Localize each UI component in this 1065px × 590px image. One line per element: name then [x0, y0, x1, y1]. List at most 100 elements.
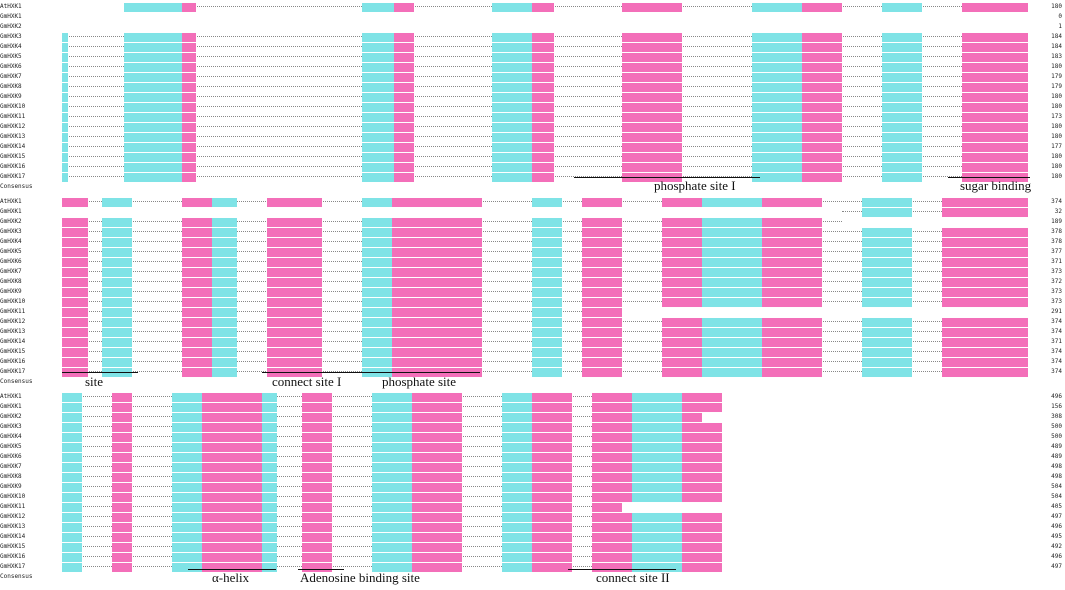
identical-residue-block	[302, 413, 332, 422]
sequence-end-position: 179	[1051, 73, 1062, 80]
annotation-underline	[298, 569, 344, 570]
identical-residue-block	[532, 443, 572, 452]
identical-residue-block	[762, 278, 822, 287]
similar-residue-block	[62, 153, 68, 162]
sequence-name: AtHXK1	[0, 393, 22, 400]
identical-residue-block	[582, 228, 622, 237]
similar-residue-block	[502, 533, 532, 542]
similar-residue-block	[372, 423, 412, 432]
sequence-name: GmHXK9	[0, 483, 22, 490]
identical-residue-block	[302, 433, 332, 442]
identical-residue-block	[942, 248, 1028, 257]
identical-residue-block	[592, 453, 632, 462]
alignment-row: GmHXK8 498	[0, 472, 1065, 482]
identical-residue-block	[762, 318, 822, 327]
similar-residue-block	[492, 153, 532, 162]
identical-residue-block	[182, 238, 212, 247]
identical-residue-block	[267, 248, 322, 257]
similar-residue-block	[702, 198, 762, 207]
sequence-end-position: 377	[1051, 248, 1062, 255]
similar-residue-block	[362, 338, 392, 347]
identical-residue-block	[582, 328, 622, 337]
alignment-row: GmHXK3 184	[0, 32, 1065, 42]
identical-residue-block	[302, 443, 332, 452]
sequence-end-position: 373	[1051, 298, 1062, 305]
similar-residue-block	[752, 83, 802, 92]
similar-residue-block	[172, 523, 202, 532]
identical-residue-block	[532, 553, 572, 562]
identical-residue-block	[112, 513, 132, 522]
identical-residue-block	[202, 453, 262, 462]
identical-residue-block	[412, 413, 462, 422]
sequence-name: Consensus	[0, 183, 33, 190]
similar-residue-block	[362, 53, 394, 62]
similar-residue-block	[212, 228, 237, 237]
sequence-track	[62, 152, 1028, 162]
sequence-end-position: 378	[1051, 228, 1062, 235]
sequence-end-position: 500	[1051, 423, 1062, 430]
similar-residue-block	[262, 503, 277, 512]
identical-residue-block	[62, 328, 88, 337]
identical-residue-block	[267, 278, 322, 287]
sequence-track	[62, 197, 1028, 207]
similar-residue-block	[362, 278, 392, 287]
alignment-row: GmHXK2 189	[0, 217, 1065, 227]
similar-residue-block	[882, 113, 922, 122]
identical-residue-block	[182, 338, 212, 347]
identical-residue-block	[182, 218, 212, 227]
identical-residue-block	[592, 523, 632, 532]
sequence-track	[62, 532, 1028, 542]
sequence-name: AtHXK1	[0, 3, 22, 10]
identical-residue-block	[582, 198, 622, 207]
similar-residue-block	[532, 268, 562, 277]
alignment-row: GmHXK16 496	[0, 552, 1065, 562]
identical-residue-block	[592, 403, 632, 412]
identical-residue-block	[182, 318, 212, 327]
identical-residue-block	[112, 403, 132, 412]
similar-residue-block	[172, 513, 202, 522]
similar-residue-block	[502, 553, 532, 562]
similar-residue-block	[62, 523, 82, 532]
similar-residue-block	[862, 268, 912, 277]
sequence-end-position: 180	[1051, 153, 1062, 160]
similar-residue-block	[172, 393, 202, 402]
identical-residue-block	[267, 218, 322, 227]
similar-residue-block	[124, 63, 182, 72]
identical-residue-block	[182, 368, 212, 377]
identical-residue-block	[62, 238, 88, 247]
identical-residue-block	[802, 143, 842, 152]
identical-residue-block	[662, 358, 702, 367]
identical-residue-block	[662, 198, 702, 207]
identical-residue-block	[267, 348, 322, 357]
identical-residue-block	[182, 163, 196, 172]
alignment-row: GmHXK9 180	[0, 92, 1065, 102]
alignment-row: GmHXK15 492	[0, 542, 1065, 552]
identical-residue-block	[62, 308, 88, 317]
residue-track	[124, 6, 1028, 7]
identical-residue-block	[682, 433, 722, 442]
similar-residue-block	[702, 328, 762, 337]
similar-residue-block	[262, 463, 277, 472]
identical-residue-block	[112, 493, 132, 502]
identical-residue-block	[532, 93, 554, 102]
identical-residue-block	[532, 393, 572, 402]
similar-residue-block	[362, 198, 392, 207]
annotation-underline	[62, 372, 138, 373]
similar-residue-block	[362, 228, 392, 237]
similar-residue-block	[62, 553, 82, 562]
similar-residue-block	[62, 403, 82, 412]
similar-residue-block	[862, 328, 912, 337]
alignment-row: GmHXK13 180	[0, 132, 1065, 142]
similar-residue-block	[62, 463, 82, 472]
identical-residue-block	[302, 553, 332, 562]
sequence-end-position: 180	[1051, 123, 1062, 130]
sequence-track	[62, 552, 1028, 562]
identical-residue-block	[62, 348, 88, 357]
similar-residue-block	[752, 93, 802, 102]
similar-residue-block	[882, 53, 922, 62]
identical-residue-block	[182, 298, 212, 307]
identical-residue-block	[662, 228, 702, 237]
identical-residue-block	[202, 423, 262, 432]
identical-residue-block	[532, 113, 554, 122]
identical-residue-block	[532, 53, 554, 62]
